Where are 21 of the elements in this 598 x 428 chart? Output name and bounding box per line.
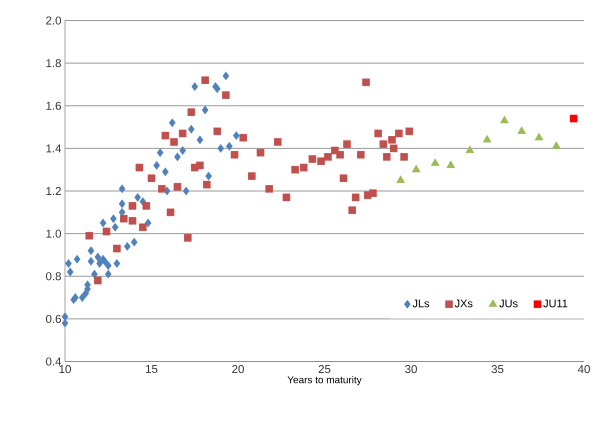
y-tick-label: 0.6 — [46, 314, 61, 323]
y-tick-label: 1.4 — [46, 144, 62, 152]
x-tick-label: 40 — [578, 365, 590, 374]
x-tick-label: 30 — [405, 365, 417, 374]
x-tick-label: 10 — [60, 365, 71, 374]
x-tick-label: 20 — [232, 365, 244, 374]
legend-label: JLs — [412, 300, 430, 308]
y-tick-label: 1.6 — [46, 102, 61, 110]
y-tick-label: 1.0 — [46, 230, 62, 238]
y-tick-label: 0.8 — [46, 272, 61, 280]
legend-label: JUs — [499, 300, 518, 308]
x-tick-label: 15 — [146, 365, 158, 374]
y-tick-label: 1.8 — [46, 59, 61, 68]
x-tick-label: 25 — [318, 365, 330, 374]
y-tick-label: 0.4 — [46, 357, 62, 366]
y-tick-label: 1.2 — [46, 186, 61, 195]
x-axis-title: Years to maturity — [288, 376, 362, 386]
y-tick-label: 2.0 — [46, 16, 62, 25]
x-tick-label: 35 — [492, 365, 504, 374]
legend-label: JU11 — [543, 300, 568, 308]
legend-label: JXs — [454, 300, 472, 308]
